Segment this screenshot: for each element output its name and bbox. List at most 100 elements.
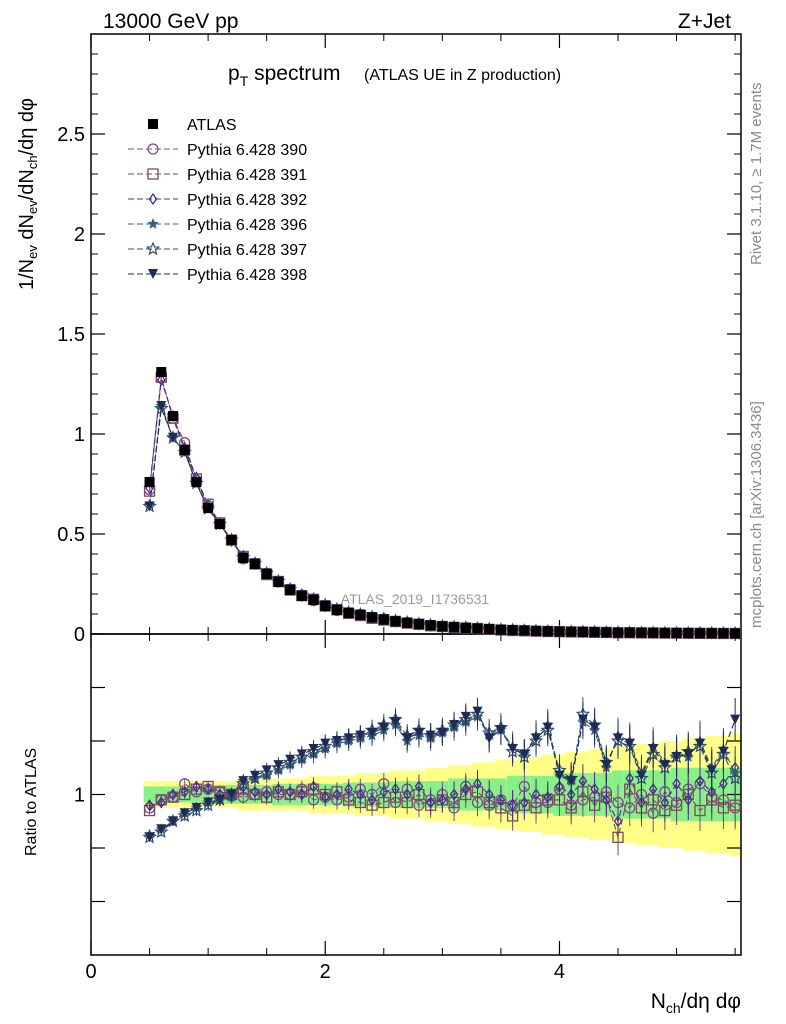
atlas-point: [355, 610, 366, 620]
ratio-point: [637, 796, 646, 809]
legend-marker: [145, 241, 161, 256]
legend-marker: [148, 192, 158, 206]
band-green: [143, 786, 156, 803]
ratio-point: [425, 730, 436, 741]
ratio-point: [449, 719, 460, 730]
atlas-point: [589, 627, 600, 638]
ratio-point: [519, 749, 530, 760]
ratio-point: [684, 793, 693, 806]
ratio-point: [484, 788, 494, 801]
ratio-point: [695, 774, 705, 788]
ratio-point: [378, 722, 389, 733]
legend-label: Pythia 6.428 390: [187, 142, 307, 159]
ratio-point: [449, 788, 459, 801]
xlabel: Nch/dη dφ: [651, 990, 741, 1016]
ratio-point: [660, 796, 670, 809]
ratio-point: [729, 799, 741, 811]
ratio-point: [707, 785, 717, 798]
ratio-point: [671, 752, 682, 763]
ratio-point: [426, 796, 435, 809]
ratio-line-5: [149, 710, 736, 838]
ratio-ytick-label: 1: [74, 785, 85, 807]
ratio-point: [285, 754, 296, 765]
ratio-point: [214, 794, 225, 805]
ratio-point: [624, 738, 635, 749]
ratio-ylabel: Ratio to ATLAS: [23, 748, 40, 856]
legend-label: ATLAS: [187, 117, 237, 134]
atlas-point: [390, 616, 401, 627]
ratio-point: [648, 744, 659, 755]
main-ytick-label: 1.5: [57, 324, 85, 346]
ratio-point: [344, 783, 353, 796]
ratio-point: [320, 738, 331, 749]
ratio-point: [379, 785, 389, 798]
atlas-point: [238, 553, 249, 563]
ratio-point: [179, 808, 190, 819]
atlas-point: [261, 569, 272, 579]
ratio-point: [203, 783, 213, 796]
atlas-point: [472, 623, 483, 634]
ratio-point: [706, 765, 717, 776]
legend-marker: [148, 119, 158, 129]
ratio-point: [145, 799, 154, 812]
ratio-point: [367, 727, 378, 738]
main-ytick-label: 0.5: [57, 524, 85, 546]
atlas-point: [203, 503, 214, 513]
ratio-point: [249, 770, 260, 781]
atlas-point: [378, 614, 389, 625]
ratio-line-3: [149, 716, 736, 836]
ratio-point: [308, 744, 319, 755]
ratio-point: [180, 785, 189, 798]
ratio-point: [168, 788, 178, 801]
ratio-point: [578, 774, 588, 788]
atlas-point: [636, 627, 647, 638]
ratio-point: [203, 797, 214, 808]
analysis-watermark: ATLAS_2019_I1736531: [341, 591, 490, 607]
xtick-label: 0: [85, 961, 96, 983]
atlas-point: [167, 411, 178, 421]
atlas-point: [648, 627, 659, 638]
ratio-point: [391, 783, 400, 796]
ratio-point: [262, 788, 271, 801]
ratio-point: [191, 802, 202, 813]
ratio-point: [250, 785, 260, 798]
atlas-point: [484, 624, 495, 635]
atlas-point: [671, 628, 682, 639]
energy-label: 13000 GeV pp: [103, 10, 238, 33]
atlas-point: [191, 477, 202, 487]
ratio-point: [156, 824, 167, 835]
ratio-point: [167, 816, 178, 827]
legend: ATLAS Pythia 6.428 390 Pythia 6.428 391 Pyt…: [128, 117, 307, 284]
ratio-point: [402, 733, 413, 744]
ratio-point: [343, 733, 354, 744]
atlas-point: [683, 628, 694, 639]
ratio-point: [566, 776, 577, 787]
main-ytick-label: 2: [74, 224, 85, 246]
main-ylabel: 1/Nev dNev/dNch/dη dφ: [16, 98, 40, 290]
main-point: [154, 401, 169, 415]
legend-marker: [148, 269, 158, 279]
xtick-label: 2: [320, 961, 331, 983]
ratio-point: [390, 717, 401, 728]
atlas-point: [413, 619, 424, 630]
legend-marker: [147, 168, 159, 180]
ratio-point: [719, 777, 728, 790]
mcplots-label: mcplots.cern.ch [arXiv:1306.3436]: [748, 401, 765, 628]
ratio-point: [332, 788, 342, 801]
ratio-point: [727, 770, 743, 785]
ratio-point: [695, 738, 706, 749]
ratio-point: [566, 788, 576, 801]
main-point: [156, 401, 167, 412]
main-point: [144, 501, 155, 512]
ratio-point: [438, 793, 447, 806]
ratio-point: [226, 789, 237, 800]
main-point: [167, 432, 178, 443]
atlas-point: [343, 608, 354, 618]
atlas-point: [308, 595, 319, 605]
legend-label: Pythia 6.428 397: [187, 242, 307, 259]
legend-label: Pythia 6.428 398: [187, 267, 307, 284]
ratio-point: [154, 824, 169, 839]
ratio-point: [590, 783, 599, 796]
ratio-point: [177, 808, 192, 823]
ratio-point: [694, 804, 706, 817]
